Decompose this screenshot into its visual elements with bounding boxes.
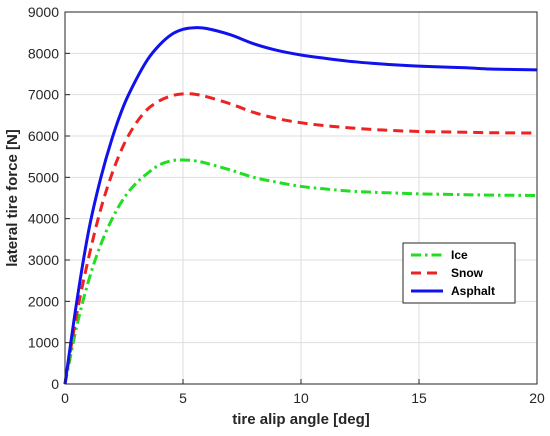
y-tick-label: 2000 bbox=[28, 293, 59, 309]
y-tick-label: 4000 bbox=[28, 211, 59, 227]
y-tick-label: 0 bbox=[51, 376, 59, 392]
series-layer bbox=[63, 26, 538, 385]
y-tick-label: 3000 bbox=[28, 252, 59, 268]
y-tick-label: 5000 bbox=[28, 169, 59, 185]
y-tick-label: 6000 bbox=[28, 128, 59, 144]
legend-label: Snow bbox=[451, 266, 484, 280]
legend-label: Asphalt bbox=[451, 284, 495, 298]
x-tick-label: 5 bbox=[179, 390, 187, 406]
legend-label: Ice bbox=[451, 248, 468, 262]
x-axis-label: tire alip angle [deg] bbox=[232, 411, 370, 428]
y-tick-label: 8000 bbox=[28, 45, 59, 61]
y-tick-label: 9000 bbox=[28, 4, 59, 20]
legend-box bbox=[402, 242, 516, 304]
legend: Ice Snow Asphalt bbox=[402, 242, 516, 304]
y-tick-label: 1000 bbox=[28, 335, 59, 351]
x-tick-label: 20 bbox=[529, 390, 545, 406]
tick-labels: 0 5 10 15 20 0 1000 2000 3000 4000 5000 6000 7000 800… bbox=[28, 4, 545, 406]
x-tick-label: 15 bbox=[411, 390, 427, 406]
series-line-ice bbox=[63, 158, 538, 385]
x-tick-label: 10 bbox=[293, 390, 309, 406]
y-tick-label: 7000 bbox=[28, 87, 59, 103]
x-tick-label: 0 bbox=[61, 390, 69, 406]
y-axis-label: lateral tire force [N] bbox=[4, 129, 21, 267]
series-line-snow bbox=[63, 92, 538, 385]
series-line-asphalt bbox=[63, 26, 538, 385]
